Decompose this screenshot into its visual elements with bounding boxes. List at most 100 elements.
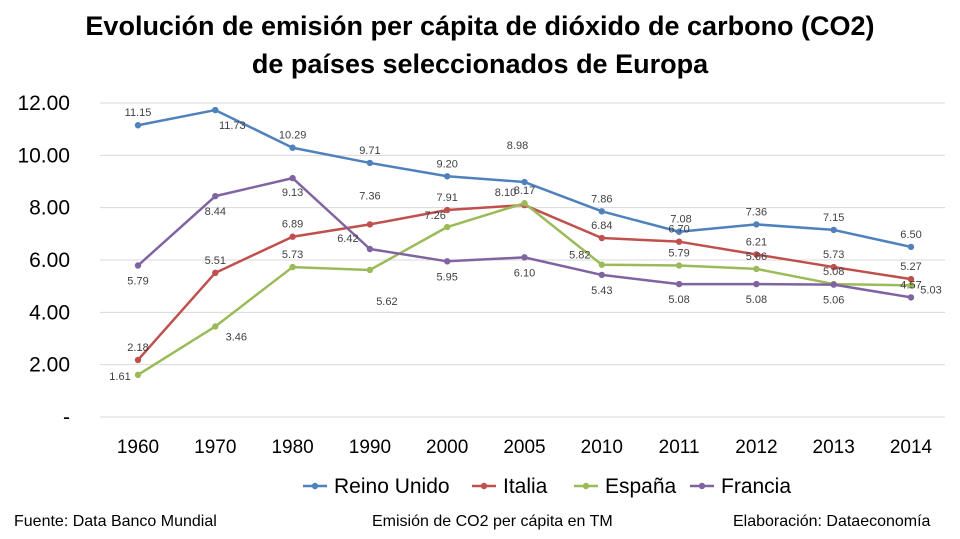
data-point	[753, 251, 760, 258]
data-point	[907, 294, 915, 301]
data-point	[830, 281, 837, 288]
y-tick-label: -	[63, 406, 70, 429]
data-label: 5.08	[823, 266, 844, 278]
data-label: 11.73	[219, 120, 246, 132]
data-label: 9.71	[359, 145, 380, 157]
data-label: 6.10	[514, 267, 535, 279]
x-tick-label: 2013	[813, 437, 855, 458]
data-point	[134, 371, 142, 379]
y-tick-label: 2.00	[29, 354, 70, 377]
footer-source: Fuente: Data Banco Mundial	[14, 513, 217, 530]
data-label: 9.13	[282, 187, 303, 199]
data-label: 2.18	[127, 342, 148, 354]
data-point	[366, 221, 374, 228]
data-label: 5.08	[668, 294, 689, 306]
y-tick-label: 4.00	[29, 301, 70, 324]
x-tick-label: 1970	[194, 437, 236, 458]
x-tick-label: 1980	[271, 437, 313, 458]
data-point	[134, 356, 142, 364]
data-label: 6.50	[900, 229, 921, 241]
data-label: 7.91	[436, 192, 457, 204]
data-label: 5.79	[127, 275, 148, 287]
data-label: 5.06	[823, 295, 844, 307]
data-point	[675, 228, 683, 235]
data-point	[598, 261, 605, 268]
data-label: 8.10	[495, 187, 516, 199]
data-point	[830, 226, 837, 234]
data-label: 10.29	[279, 130, 307, 142]
data-label: 7.36	[359, 190, 380, 202]
data-point	[212, 106, 219, 114]
data-point	[907, 282, 915, 289]
legend-label: Reino Unido	[334, 475, 450, 498]
y-tick-label: 6.00	[29, 249, 70, 272]
data-label: 5.43	[591, 285, 612, 297]
data-point	[289, 233, 296, 240]
data-label: 1.61	[109, 371, 130, 383]
data-label: 5.27	[900, 261, 921, 273]
data-label: 6.42	[337, 233, 358, 245]
data-point	[598, 234, 605, 242]
data-point	[444, 206, 451, 214]
data-label: 5.79	[668, 247, 689, 259]
data-label: 6.21	[746, 237, 767, 249]
legend-marker	[480, 482, 488, 490]
data-label: 5.82	[569, 250, 590, 262]
data-point	[598, 271, 605, 279]
data-label: 9.20	[436, 158, 457, 170]
legend-marker	[582, 482, 590, 490]
data-point	[675, 262, 683, 269]
data-point	[598, 208, 605, 215]
data-point	[366, 159, 374, 167]
data-point	[212, 192, 219, 200]
data-label: 8.44	[205, 206, 226, 218]
data-label: 6.70	[668, 224, 689, 236]
data-label: 8.98	[507, 140, 528, 152]
data-label: 5.95	[436, 271, 457, 283]
data-label: 6.84	[591, 220, 612, 232]
data-point	[907, 275, 915, 283]
x-tick-label: 2005	[503, 437, 545, 458]
data-point	[907, 243, 915, 251]
data-label: 5.73	[282, 249, 303, 261]
y-tick-label: 8.00	[29, 197, 70, 220]
legend-label: Italia	[503, 475, 548, 498]
data-point	[366, 245, 374, 253]
footer-credit: Elaboración: Dataeconomía	[733, 513, 931, 530]
data-point	[289, 263, 296, 271]
data-point	[212, 323, 219, 330]
data-label: 7.26	[424, 210, 445, 222]
series-line	[137, 201, 912, 376]
data-label: 11.15	[125, 107, 152, 119]
x-tick-label: 2000	[426, 437, 468, 458]
legend-marker	[311, 482, 319, 490]
x-tick-label: 1990	[349, 437, 391, 458]
x-tick-label: 2014	[890, 437, 933, 458]
x-tick-label: 1960	[117, 437, 159, 458]
y-tick-label: 12.00	[17, 92, 70, 115]
data-point	[753, 221, 760, 228]
data-point	[289, 144, 296, 151]
legend-label: España	[605, 475, 677, 498]
data-point	[675, 280, 683, 288]
data-label: 6.89	[282, 219, 303, 231]
data-point	[444, 173, 451, 180]
series-line	[137, 108, 912, 249]
data-point	[830, 263, 837, 271]
data-label: 4.57	[900, 279, 921, 291]
data-point	[212, 269, 219, 277]
data-label: 7.36	[746, 206, 767, 218]
data-point	[753, 280, 760, 288]
footer-unit: Emisión de CO2 per cápita en TM	[372, 513, 613, 530]
data-label: 5.03	[920, 284, 941, 296]
data-label: 8.17	[514, 185, 535, 197]
data-point	[366, 266, 374, 274]
data-point	[444, 223, 451, 231]
data-label: 5.73	[823, 249, 844, 261]
chart-title-line-1: Evolución de emisión per cápita de dióxi…	[85, 11, 875, 41]
data-point	[521, 200, 528, 207]
data-point	[521, 254, 528, 261]
x-tick-label: 2012	[735, 437, 777, 458]
data-label: 5.08	[746, 294, 767, 306]
